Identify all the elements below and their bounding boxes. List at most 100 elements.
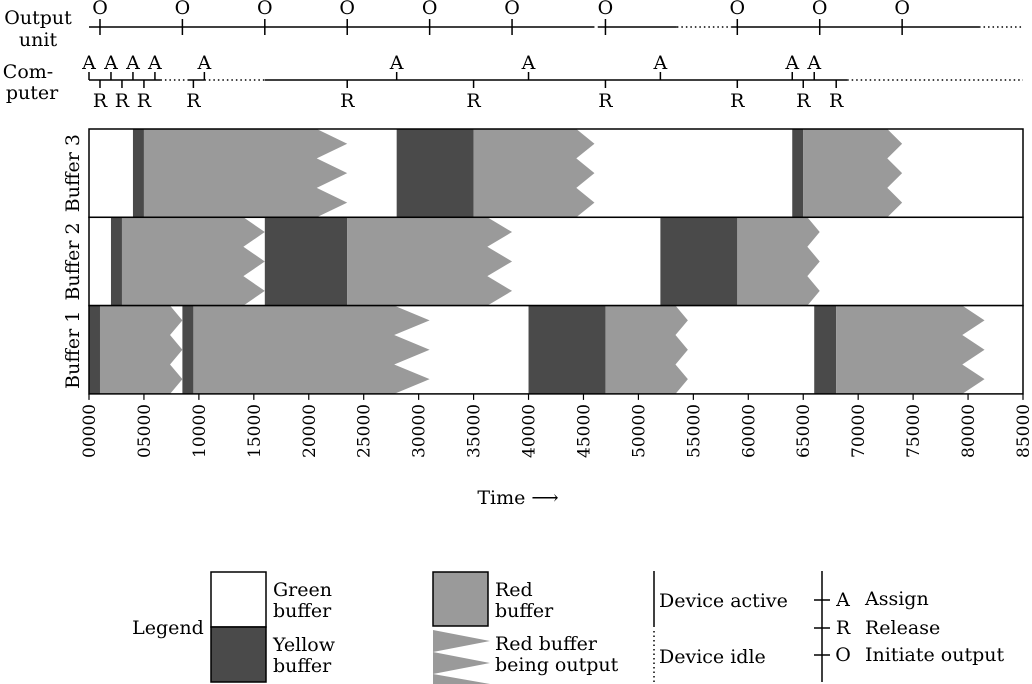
assign-label: A: [784, 52, 799, 74]
red-buffer-output-span: [121, 217, 265, 306]
release-label: R: [340, 90, 355, 112]
x-tick-label: 20000: [300, 404, 320, 458]
red-buffer-output-span: [99, 305, 183, 394]
x-tick-label: 40000: [520, 404, 540, 458]
x-tick-label: 75000: [904, 404, 924, 458]
output-event-label: O: [598, 0, 614, 19]
legend-title: Legend: [132, 617, 204, 639]
legend-green-label-1: Green: [273, 579, 332, 601]
buffer-2-label: Buffer 2: [62, 222, 84, 300]
release-label: R: [137, 90, 152, 112]
release-label: R: [796, 90, 811, 112]
red-buffer-output-span: [605, 305, 688, 394]
assign-label: A: [653, 52, 668, 74]
legend-yellow-label-1: Yellow: [272, 634, 336, 656]
yellow-buffer-span: [660, 217, 738, 306]
output-event-label: O: [812, 0, 828, 19]
x-tick-label: 50000: [629, 404, 649, 458]
output-unit-label-2: unit: [19, 29, 58, 51]
yellow-buffer-span: [89, 305, 100, 394]
yellow-buffer-span: [110, 217, 122, 306]
red-buffer-output-span: [193, 305, 430, 394]
x-tick-label: 35000: [465, 404, 485, 458]
red-buffer-output-span: [473, 129, 595, 218]
legend-output-symbol: O: [835, 644, 851, 666]
buffer-1-label: Buffer 1: [62, 311, 84, 389]
legend-red-label-2: buffer: [495, 600, 554, 622]
legend-output-label-1: Red buffer: [495, 633, 598, 655]
assign-label: A: [125, 52, 140, 74]
legend-assign-symbol: A: [835, 589, 850, 611]
legend-output-label-2: being output: [495, 654, 619, 676]
x-tick-label: 30000: [410, 404, 430, 458]
legend-output-swatch: [433, 630, 490, 684]
yellow-buffer-span: [182, 305, 194, 394]
legend-assign-text: Assign: [864, 588, 929, 610]
assign-label: A: [389, 52, 404, 74]
red-buffer-output-span: [143, 129, 348, 218]
release-label: R: [115, 90, 130, 112]
x-tick-label: 25000: [355, 404, 375, 458]
output-event-label: O: [257, 0, 273, 19]
x-tick-label: 80000: [959, 404, 979, 458]
output-event-label: O: [894, 0, 910, 19]
buffer-3-label: Buffer 3: [62, 134, 84, 212]
output-event-label: O: [730, 0, 746, 19]
legend: Legend Green buffer Yellow buffer Red bu…: [132, 571, 1004, 684]
assign-label: A: [521, 52, 536, 74]
yellow-buffer-span: [396, 129, 474, 218]
x-tick-label: 55000: [684, 404, 704, 458]
legend-release-symbol: R: [836, 617, 851, 639]
yellow-buffer-span: [792, 129, 804, 218]
red-buffer-output-span: [836, 305, 985, 394]
computer-label-2: puter: [6, 82, 59, 104]
output-event-label: O: [339, 0, 355, 19]
x-axis-title: Time ⟶: [477, 487, 558, 509]
x-tick-label: 65000: [794, 404, 814, 458]
x-tick-label: 15000: [245, 404, 265, 458]
output-unit-label-1: Output: [4, 7, 72, 29]
x-tick-label: 10000: [190, 404, 210, 458]
x-tick-label: 85000: [1014, 404, 1032, 458]
x-tick-label: 60000: [739, 404, 759, 458]
legend-yellow-swatch: [210, 626, 267, 683]
assign-label: A: [103, 52, 118, 74]
yellow-buffer-span: [264, 217, 348, 306]
release-label: R: [730, 90, 745, 112]
legend-yellow-label-2: buffer: [273, 655, 332, 677]
computer-label-1: Com-: [3, 61, 53, 83]
timelines: O O O O O O O O O OA A A A A A A A A AR R R R R R R R R R: [81, 0, 1023, 112]
assign-label: A: [806, 52, 821, 74]
legend-output-text: Initiate output: [865, 644, 1004, 666]
yellow-buffer-span: [528, 305, 606, 394]
release-label: R: [598, 90, 613, 112]
assign-label: A: [81, 52, 96, 74]
output-event-label: O: [504, 0, 520, 19]
legend-red-swatch: [432, 571, 489, 627]
legend-idle-label: Device idle: [659, 646, 766, 668]
x-tick-label: 00000: [80, 404, 100, 458]
release-label: R: [466, 90, 481, 112]
legend-green-swatch: [210, 571, 267, 628]
assign-label: A: [147, 52, 162, 74]
x-tick-label: 45000: [574, 404, 594, 458]
legend-release-text: Release: [865, 617, 940, 639]
time-axis: 00000 05000 10000 15000 20000 25000 30000 35000…: [80, 393, 1032, 458]
red-buffer-output-span: [347, 217, 513, 306]
output-event-label: O: [92, 0, 108, 19]
red-buffer-output-span: [803, 129, 903, 218]
legend-green-label-2: buffer: [273, 600, 332, 622]
legend-active-label: Device active: [659, 590, 788, 612]
buffer-lanes: Buffer 3 Buffer 2 Buffer 1: [62, 128, 1024, 395]
x-tick-label: 05000: [135, 404, 155, 458]
release-label: R: [829, 90, 844, 112]
red-buffer-output-span: [737, 217, 820, 306]
yellow-buffer-span: [814, 305, 837, 394]
yellow-buffer-span: [132, 129, 144, 218]
release-label: R: [186, 90, 201, 112]
output-event-label: O: [175, 0, 191, 19]
legend-red-label-1: Red: [495, 579, 533, 601]
assign-label: A: [197, 52, 212, 74]
x-tick-label: 70000: [849, 404, 869, 458]
